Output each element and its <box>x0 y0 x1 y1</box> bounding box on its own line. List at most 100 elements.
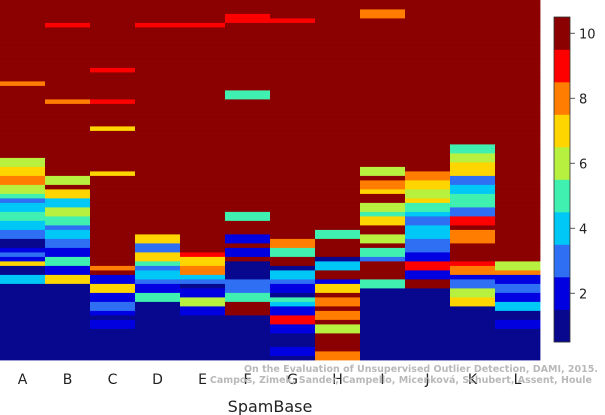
heatmap-cell-K-68 <box>450 54 496 59</box>
heatmap-cell-K-13 <box>450 301 496 307</box>
heatmap-cell-I-72 <box>360 36 406 41</box>
heatmap-cell-A-40 <box>0 180 46 185</box>
heatmap-cell-G-71 <box>270 40 316 46</box>
heatmap-cell-A-47 <box>0 148 46 154</box>
heatmap-cell-C-46 <box>90 153 136 158</box>
heatmap-cell-L-79 <box>495 4 541 10</box>
heatmap-cell-B-44 <box>45 162 91 167</box>
heatmap-cell-F-5 <box>225 337 271 343</box>
heatmap-cell-B-41 <box>45 175 91 181</box>
heatmap-cell-B-62 <box>45 81 91 86</box>
heatmap-cell-C-66 <box>90 63 136 68</box>
heatmap-cell-B-29 <box>45 229 91 235</box>
heatmap-cell-A-34 <box>0 207 46 212</box>
heatmap-cell-K-1 <box>450 355 496 361</box>
colorbar-tick-label-4: 4 <box>579 222 587 237</box>
heatmap-cell-G-15 <box>270 292 316 298</box>
heatmap-cell-K-19 <box>450 274 496 280</box>
heatmap-cell-K-79 <box>450 4 496 10</box>
heatmap-cell-J-49 <box>405 139 451 145</box>
heatmap-cell-I-13 <box>360 301 406 307</box>
heatmap-cell-C-78 <box>90 9 136 14</box>
heatmap-cell-J-25 <box>405 247 451 253</box>
heatmap-cell-K-9 <box>450 319 496 325</box>
heatmap-cell-I-51 <box>360 130 406 136</box>
heatmap-cell-F-12 <box>225 306 271 311</box>
heatmap-cell-E-19 <box>180 274 226 280</box>
heatmap-cell-D-73 <box>135 31 181 37</box>
heatmap-cell-J-4 <box>405 342 451 347</box>
x-tick-label-F: F <box>243 372 251 388</box>
heatmap-cell-C-68 <box>90 54 136 59</box>
heatmap-cell-A-35 <box>0 202 46 208</box>
heatmap-cell-L-36 <box>495 198 541 203</box>
heatmap-cell-G-76 <box>270 18 316 23</box>
heatmap-cell-J-8 <box>405 324 451 329</box>
heatmap-cell-C-62 <box>90 81 136 86</box>
heatmap-cell-F-18 <box>225 279 271 284</box>
x-tick-label-E: E <box>198 372 207 388</box>
heatmap-cell-A-28 <box>0 234 46 239</box>
heatmap-cell-J-62 <box>405 81 451 86</box>
heatmap-cell-H-42 <box>315 171 361 176</box>
colorbar-swatch-6 <box>554 147 570 180</box>
heatmap-cell-C-35 <box>90 202 136 208</box>
heatmap-cell-A-53 <box>0 121 46 127</box>
heatmap-cell-G-46 <box>270 153 316 158</box>
heatmap-cell-I-27 <box>360 238 406 244</box>
heatmap-cell-D-24 <box>135 252 181 257</box>
heatmap-cell-K-64 <box>450 72 496 77</box>
heatmap-cell-I-79 <box>360 4 406 10</box>
heatmap-cell-F-11 <box>225 310 271 316</box>
heatmap-cell-D-53 <box>135 121 181 127</box>
heatmap-cell-L-7 <box>495 328 541 334</box>
heatmap-cell-H-8 <box>315 324 361 329</box>
heatmap-cell-L-54 <box>495 117 541 122</box>
heatmap-cell-H-10 <box>315 315 361 320</box>
heatmap-cell-I-34 <box>360 207 406 212</box>
heatmap-cell-I-40 <box>360 180 406 185</box>
heatmap-cell-J-5 <box>405 337 451 343</box>
heatmap-cell-F-53 <box>225 121 271 127</box>
heatmap-cell-H-27 <box>315 238 361 244</box>
heatmap-cell-H-20 <box>315 270 361 275</box>
heatmap-cell-J-32 <box>405 216 451 221</box>
heatmap-cell-G-75 <box>270 22 316 28</box>
heatmap-cell-G-24 <box>270 252 316 257</box>
heatmap-cell-E-72 <box>180 36 226 41</box>
heatmap-cell-C-54 <box>90 117 136 122</box>
heatmap-cell-G-32 <box>270 216 316 221</box>
heatmap-cell-K-48 <box>450 144 496 149</box>
heatmap-cell-A-50 <box>0 135 46 140</box>
heatmap-cell-K-60 <box>450 90 496 95</box>
heatmap-cell-E-9 <box>180 319 226 325</box>
heatmap-cell-C-75 <box>90 22 136 28</box>
heatmap-cell-A-69 <box>0 49 46 55</box>
heatmap-cell-D-40 <box>135 180 181 185</box>
heatmap-cell-K-50 <box>450 135 496 140</box>
heatmap-cell-G-64 <box>270 72 316 77</box>
heatmap-cell-I-32 <box>360 216 406 221</box>
heatmap-cell-H-79 <box>315 4 361 10</box>
heatmap-cell-H-65 <box>315 67 361 73</box>
heatmap-cell-L-3 <box>495 346 541 352</box>
heatmap-cell-K-3 <box>450 346 496 352</box>
heatmap-cell-H-53 <box>315 121 361 127</box>
colorbar-swatch-3 <box>554 244 570 278</box>
heatmap-cell-G-43 <box>270 166 316 172</box>
heatmap-cell-C-48 <box>90 144 136 149</box>
heatmap-cell-D-19 <box>135 274 181 280</box>
heatmap-cell-L-41 <box>495 175 541 181</box>
heatmap-cell-F-25 <box>225 247 271 253</box>
heatmap-cell-C-19 <box>90 274 136 280</box>
heatmap-cell-H-72 <box>315 36 361 41</box>
heatmap-cell-H-30 <box>315 225 361 230</box>
heatmap-cell-C-79 <box>90 4 136 10</box>
heatmap-cell-B-72 <box>45 36 91 41</box>
heatmap-cell-K-18 <box>450 279 496 284</box>
heatmap-cell-H-38 <box>315 189 361 194</box>
watermark-line-1: On the Evaluation of Unsupervised Outlie… <box>244 364 598 375</box>
heatmap-cell-B-4 <box>45 342 91 347</box>
heatmap-cell-A-19 <box>0 274 46 280</box>
heatmap-cell-E-6 <box>180 333 226 338</box>
